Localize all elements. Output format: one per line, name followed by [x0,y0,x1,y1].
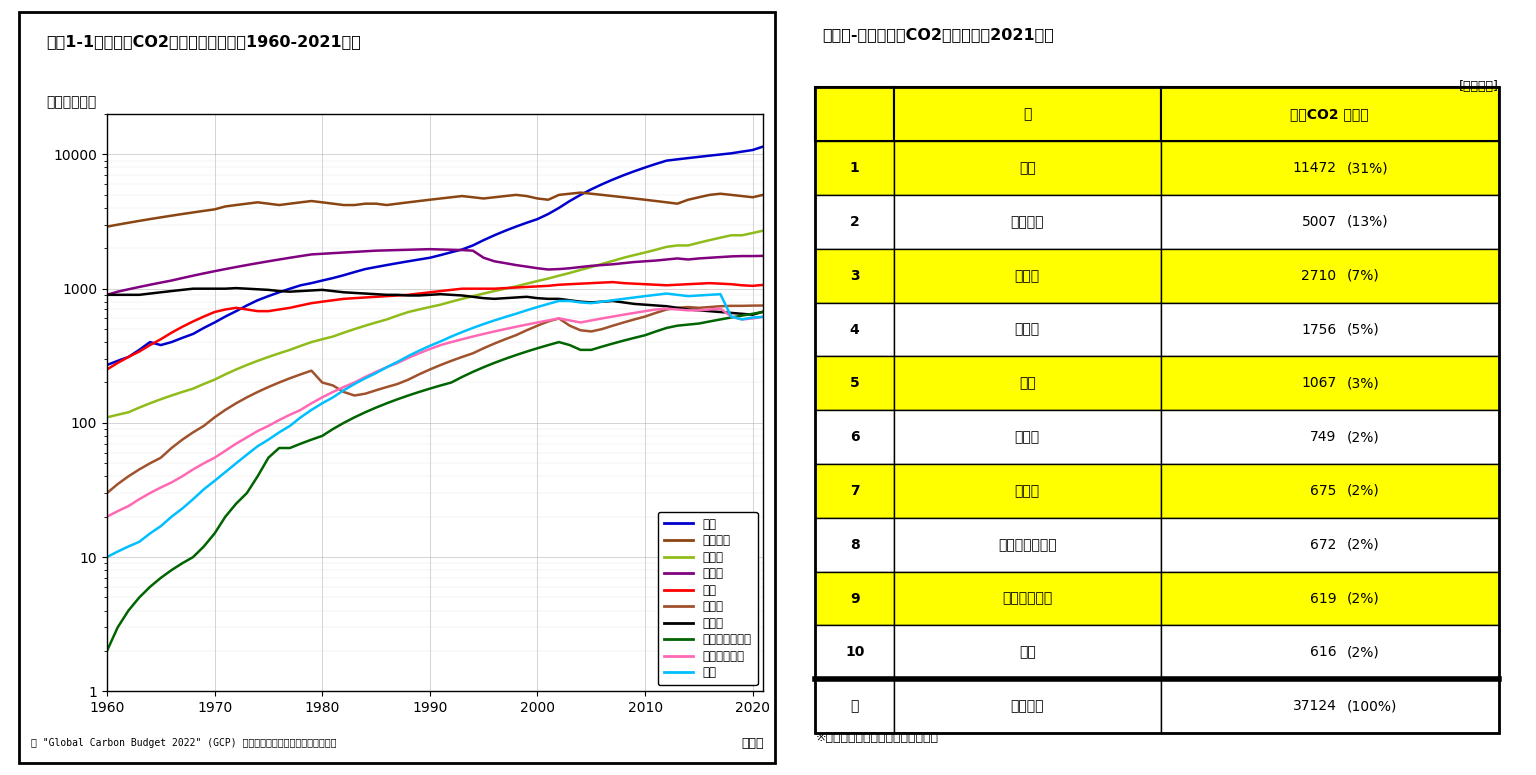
Text: インドネシア: インドネシア [1001,591,1052,605]
Text: 5007: 5007 [1301,215,1336,229]
Text: アメリカ: アメリカ [1011,215,1044,229]
Text: ドイツ: ドイツ [1015,484,1040,498]
Bar [894,410,1161,464]
Bar [1161,88,1499,141]
Text: ※（）内は、世界全体に占める割合: ※（）内は、世界全体に占める割合 [816,732,938,745]
Text: 2710: 2710 [1301,269,1336,283]
Text: 1: 1 [849,161,860,175]
Text: －: － [851,699,859,713]
Bar [1161,572,1499,625]
Bar [894,249,1161,303]
Bar [894,356,1161,410]
Bar [1161,518,1499,572]
Text: 10: 10 [845,646,865,660]
Text: 9: 9 [849,591,860,605]
Text: 3: 3 [849,269,860,283]
Bar [816,88,1499,733]
Bar [816,464,894,518]
Text: 韓国: 韓国 [1018,646,1035,660]
Bar [816,88,894,141]
Text: 6: 6 [849,430,860,444]
Bar [894,141,1161,195]
Bar [894,88,1161,141]
Bar [894,625,1161,679]
Bar [816,303,894,357]
Text: 中国: 中国 [1018,161,1035,175]
Bar [1161,195,1499,249]
Bar [816,572,894,625]
Bar [816,141,894,195]
Text: 4: 4 [849,322,860,336]
Text: 672: 672 [1310,538,1336,552]
Text: (2%): (2%) [1347,538,1379,552]
Text: 年間CO2 排出量: 年間CO2 排出量 [1290,108,1369,122]
Text: (5%): (5%) [1347,322,1379,336]
Text: 8: 8 [849,538,860,552]
Text: (2%): (2%) [1347,430,1379,444]
Text: (2%): (2%) [1347,484,1379,498]
Text: 616: 616 [1310,646,1336,660]
Bar [1161,464,1499,518]
Text: (2%): (2%) [1347,591,1379,605]
Bar [894,195,1161,249]
Bar [1161,356,1499,410]
Text: (100%): (100%) [1347,699,1396,713]
Text: 37124: 37124 [1293,699,1336,713]
Text: (2%): (2%) [1347,646,1379,660]
Text: 図表１-２．　年間CO2排出量　（2021年）: 図表１-２． 年間CO2排出量 （2021年） [823,27,1055,42]
Text: 1756: 1756 [1301,322,1336,336]
Text: 5: 5 [849,377,860,391]
Text: 7: 7 [849,484,860,498]
Text: （百万トン）: （百万トン） [46,95,97,109]
Text: 2: 2 [849,215,860,229]
Bar [894,303,1161,357]
Bar [894,679,1161,733]
Bar [1161,303,1499,357]
Text: 世界全体: 世界全体 [1011,699,1044,713]
Text: 図表1-1．　年間CO2排出量の推移　（1960-2021年）: 図表1-1． 年間CO2排出量の推移 （1960-2021年） [46,34,361,50]
Text: 619: 619 [1310,591,1336,605]
Text: (3%): (3%) [1347,377,1379,391]
Text: 日本: 日本 [1018,377,1035,391]
Bar [816,356,894,410]
Text: イラン: イラン [1015,430,1040,444]
Text: 675: 675 [1310,484,1336,498]
Bar [894,464,1161,518]
Text: ロシア: ロシア [1015,322,1040,336]
Bar [816,195,894,249]
Bar [816,410,894,464]
Text: サウジアラビア: サウジアラビア [998,538,1057,552]
Bar [1161,625,1499,679]
Text: 11472: 11472 [1292,161,1336,175]
Bar [816,625,894,679]
Bar [894,518,1161,572]
Bar [1161,249,1499,303]
Text: 1067: 1067 [1301,377,1336,391]
Bar [894,572,1161,625]
Bar [1161,679,1499,733]
Bar [1161,141,1499,195]
Bar [1161,410,1499,464]
Text: ※ "Global Carbon Budget 2022" (GCP) をもとに、筆者作成（縦軸は対数）: ※ "Global Carbon Budget 2022" (GCP) をもとに… [31,739,336,749]
Text: インド: インド [1015,269,1040,283]
Bar [816,679,894,733]
Bar [816,518,894,572]
Bar [816,249,894,303]
Text: (31%): (31%) [1347,161,1389,175]
Text: (7%): (7%) [1347,269,1379,283]
Text: 749: 749 [1310,430,1336,444]
Text: (13%): (13%) [1347,215,1389,229]
Text: 国: 国 [1023,108,1032,122]
FancyBboxPatch shape [18,12,774,763]
Text: [百万トン]: [百万トン] [1459,80,1499,93]
